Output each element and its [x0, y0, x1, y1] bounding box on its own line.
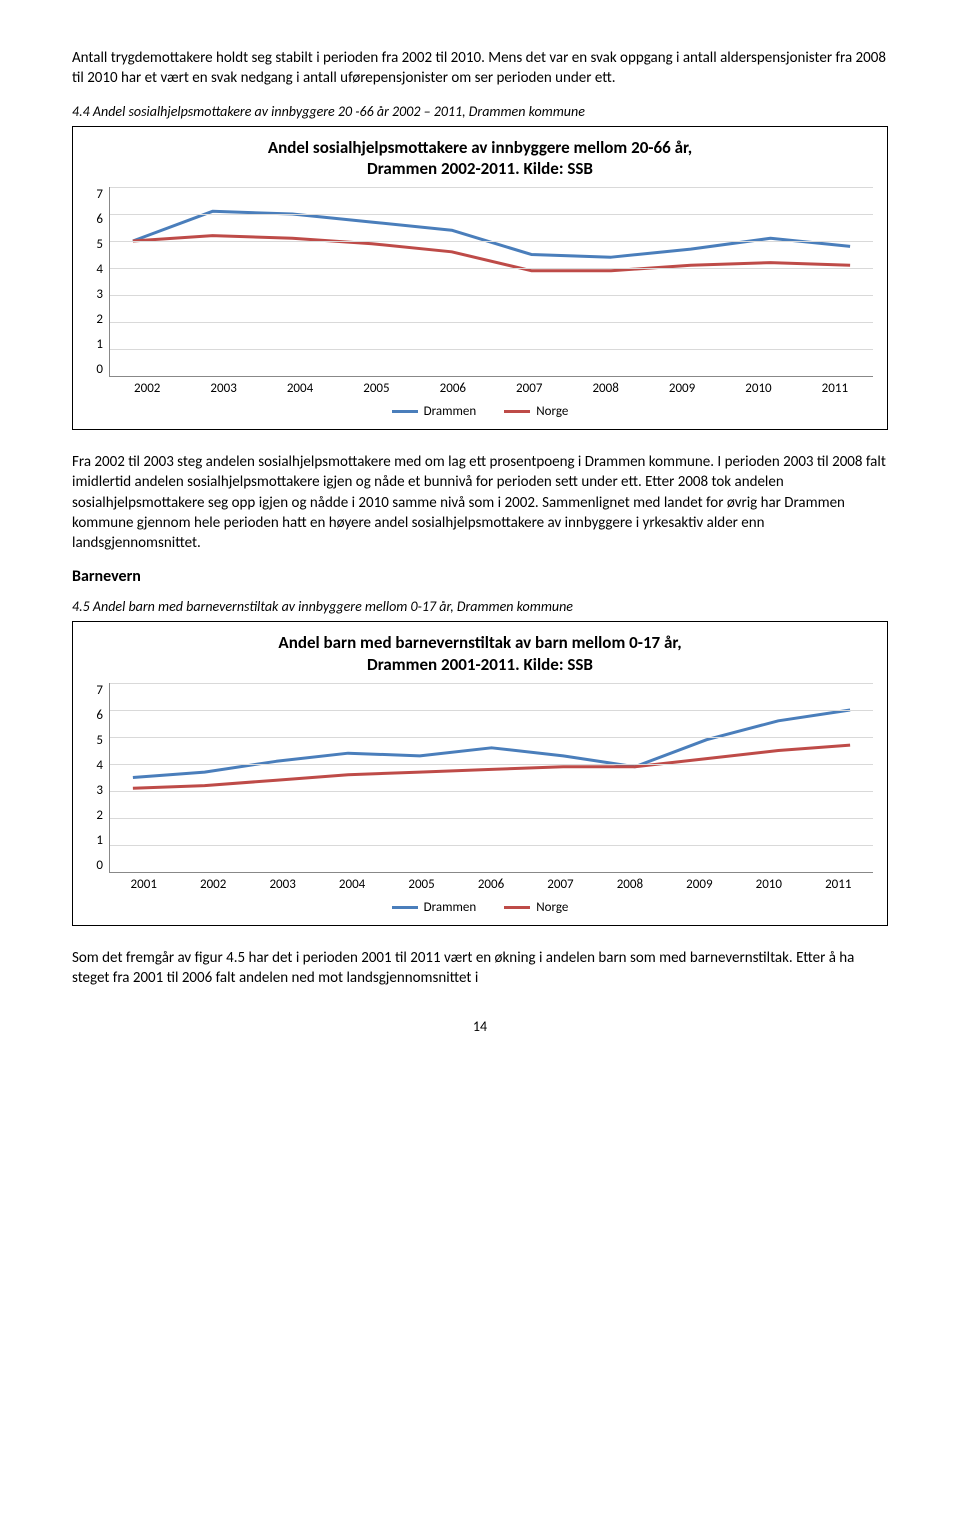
x-tick-label: 2009 — [644, 381, 720, 396]
legend-item: Norge — [504, 900, 568, 915]
legend-label: Drammen — [424, 404, 477, 419]
series-line — [133, 710, 850, 777]
gridline — [110, 764, 873, 765]
y-tick-label: 5 — [87, 733, 103, 748]
gridline — [110, 322, 873, 323]
x-tick-label: 2004 — [262, 381, 338, 396]
legend-item: Drammen — [392, 900, 477, 915]
legend-label: Norge — [536, 900, 568, 915]
y-tick-label: 7 — [87, 683, 103, 698]
y-tick-label: 2 — [87, 312, 103, 327]
x-tick-label: 2008 — [567, 381, 643, 396]
legend: Drammen Norge — [87, 900, 873, 915]
x-tick-label: 2003 — [185, 381, 261, 396]
x-tick-label: 2008 — [595, 877, 664, 892]
legend-item: Norge — [504, 404, 568, 419]
x-tick-label: 2010 — [734, 877, 803, 892]
gridline — [110, 268, 873, 269]
y-tick-label: 0 — [87, 362, 103, 377]
y-tick-label: 0 — [87, 858, 103, 873]
page-number: 14 — [72, 1018, 888, 1035]
y-tick-label: 4 — [87, 758, 103, 773]
gridline — [110, 295, 873, 296]
analysis-paragraph-1: Fra 2002 til 2003 steg andelen sosialhje… — [72, 452, 888, 553]
y-tick-label: 3 — [87, 287, 103, 302]
x-axis-labels: 2001200220032004200520062007200820092010… — [109, 877, 873, 892]
y-axis-labels: 7 6 5 4 3 2 1 0 — [87, 683, 109, 873]
chart-title-line2: Drammen 2002-2011. Kilde: SSB — [367, 158, 593, 179]
section-heading-barnevern: Barnevern — [72, 567, 888, 586]
legend-label: Norge — [536, 404, 568, 419]
legend-swatch — [392, 410, 418, 413]
x-tick-label: 2011 — [797, 381, 873, 396]
y-tick-label: 6 — [87, 708, 103, 723]
figure-caption-4-5: 4.5 Andel barn med barnevernstiltak av i… — [72, 598, 888, 615]
legend-swatch — [504, 410, 530, 413]
y-tick-label: 1 — [87, 833, 103, 848]
gridline — [110, 737, 873, 738]
legend-swatch — [504, 906, 530, 909]
figure-caption-4-4: 4.4 Andel sosialhjelpsmottakere av innby… — [72, 103, 888, 120]
plot-area — [109, 683, 873, 873]
plot-area — [109, 187, 873, 377]
gridline — [110, 683, 873, 684]
chart-title: Andel barn med barnevernstiltak av barn … — [87, 632, 873, 675]
gridline — [110, 791, 873, 792]
x-tick-label: 2003 — [248, 877, 317, 892]
gridline — [110, 818, 873, 819]
y-tick-label: 1 — [87, 337, 103, 352]
y-tick-label: 6 — [87, 212, 103, 227]
gridline — [110, 845, 873, 846]
legend-item: Drammen — [392, 404, 477, 419]
intro-paragraph: Antall trygdemottakere holdt seg stabilt… — [72, 48, 888, 89]
x-tick-label: 2001 — [109, 877, 178, 892]
chart-title-line2: Drammen 2001-2011. Kilde: SSB — [367, 654, 593, 675]
y-tick-label: 3 — [87, 783, 103, 798]
gridline — [110, 241, 873, 242]
y-tick-label: 7 — [87, 187, 103, 202]
legend-swatch — [392, 906, 418, 909]
x-tick-label: 2007 — [526, 877, 595, 892]
analysis-paragraph-2: Som det fremgår av figur 4.5 har det i p… — [72, 948, 888, 989]
x-tick-label: 2004 — [317, 877, 386, 892]
legend: Drammen Norge — [87, 404, 873, 419]
chart-sosialhjelp: Andel sosialhjelpsmottakere av innbygger… — [72, 126, 888, 431]
chart-barnevern: Andel barn med barnevernstiltak av barn … — [72, 621, 888, 926]
x-tick-label: 2010 — [720, 381, 796, 396]
gridline — [110, 214, 873, 215]
x-tick-label: 2006 — [456, 877, 525, 892]
gridline — [110, 710, 873, 711]
gridline — [110, 187, 873, 188]
x-tick-label: 2005 — [338, 381, 414, 396]
x-tick-label: 2002 — [178, 877, 247, 892]
gridline — [110, 349, 873, 350]
series-line — [133, 211, 850, 257]
chart-title: Andel sosialhjelpsmottakere av innbygger… — [87, 137, 873, 180]
x-tick-label: 2005 — [387, 877, 456, 892]
x-axis-labels: 2002200320042005200620072008200920102011 — [109, 381, 873, 396]
x-tick-label: 2009 — [665, 877, 734, 892]
chart-title-line1: Andel barn med barnevernstiltak av barn … — [278, 632, 681, 653]
x-tick-label: 2011 — [804, 877, 873, 892]
x-tick-label: 2007 — [491, 381, 567, 396]
x-tick-label: 2006 — [415, 381, 491, 396]
y-tick-label: 2 — [87, 808, 103, 823]
chart-title-line1: Andel sosialhjelpsmottakere av innbygger… — [268, 137, 692, 158]
y-axis-labels: 7 6 5 4 3 2 1 0 — [87, 187, 109, 377]
y-tick-label: 5 — [87, 237, 103, 252]
x-tick-label: 2002 — [109, 381, 185, 396]
y-tick-label: 4 — [87, 262, 103, 277]
legend-label: Drammen — [424, 900, 477, 915]
